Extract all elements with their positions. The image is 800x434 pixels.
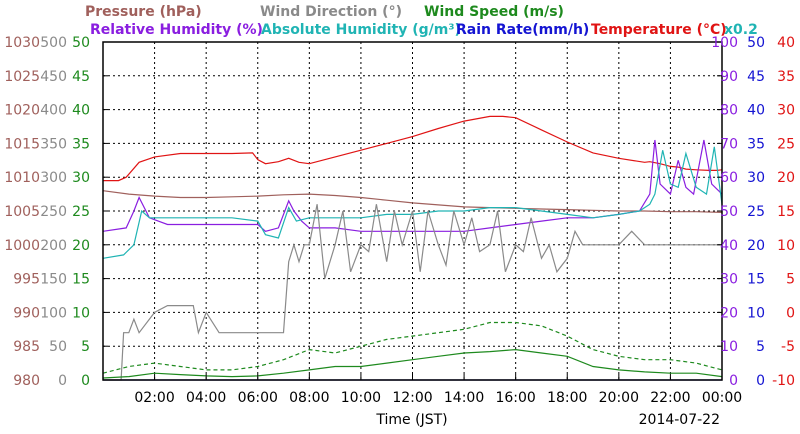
tick-wind_dir-6: 200 bbox=[40, 238, 67, 254]
tick-wind_dir-2: 400 bbox=[40, 103, 67, 119]
legend-line1-0: Pressure (hPa) bbox=[85, 4, 202, 20]
tick-temp-4: 20 bbox=[777, 170, 795, 186]
tick-rain-3: 35 bbox=[747, 136, 765, 152]
tick-temp-7: 5 bbox=[786, 272, 795, 288]
series-pressure bbox=[102, 190, 723, 213]
tick-pressure-8: 990 bbox=[13, 305, 40, 321]
tick-rain-4: 30 bbox=[747, 170, 765, 186]
tick-temp-0: 40 bbox=[777, 35, 795, 51]
tick-wind_dir-3: 350 bbox=[40, 136, 67, 152]
tick-temp-5: 15 bbox=[777, 204, 795, 220]
legend-line2-1: Absolute Humidity (g/m³) bbox=[261, 22, 461, 38]
tick-rain-0: 50 bbox=[747, 35, 765, 51]
xtick-label-10: 22:00 bbox=[650, 390, 690, 406]
series-rh bbox=[102, 139, 723, 232]
abs-humidity-multiplier: x0.2 bbox=[724, 22, 758, 38]
xtick-label-3: 08:00 bbox=[289, 390, 329, 406]
y-axes: 1030102510201015101010051000995990985980… bbox=[4, 35, 795, 389]
tick-rh-7: 30 bbox=[720, 272, 738, 288]
tick-wind_speed-1: 45 bbox=[72, 69, 90, 85]
tick-wind_speed-2: 40 bbox=[72, 103, 90, 119]
series-ah bbox=[102, 146, 723, 259]
tick-wind_speed-3: 35 bbox=[72, 136, 90, 152]
tick-temp-6: 10 bbox=[777, 238, 795, 254]
tick-temp-8: 0 bbox=[786, 305, 795, 321]
legend-line2-0: Relative Humidity (%) bbox=[90, 22, 263, 38]
tick-rh-8: 20 bbox=[720, 305, 738, 321]
tick-rh-10: 0 bbox=[729, 373, 738, 389]
tick-pressure-7: 995 bbox=[13, 272, 40, 288]
tick-rh-2: 80 bbox=[720, 103, 738, 119]
tick-wind_speed-6: 20 bbox=[72, 238, 90, 254]
tick-rh-4: 60 bbox=[720, 170, 738, 186]
tick-wind_dir-9: 50 bbox=[49, 339, 67, 355]
tick-wind_dir-0: 500 bbox=[40, 35, 67, 51]
x-axis-label: Time (JST) bbox=[375, 412, 447, 428]
tick-rh-6: 40 bbox=[720, 238, 738, 254]
tick-pressure-10: 980 bbox=[13, 373, 40, 389]
tick-rain-8: 10 bbox=[747, 305, 765, 321]
tick-pressure-2: 1020 bbox=[4, 103, 40, 119]
tick-wind_dir-7: 150 bbox=[40, 272, 67, 288]
tick-wind_speed-10: 0 bbox=[81, 373, 90, 389]
xtick-label-7: 16:00 bbox=[495, 390, 535, 406]
xtick-label-0: 02:00 bbox=[134, 390, 174, 406]
tick-rh-3: 70 bbox=[720, 136, 738, 152]
tick-temp-2: 30 bbox=[777, 103, 795, 119]
legend-line2-3: Temperature (°C) bbox=[591, 22, 727, 38]
tick-pressure-3: 1015 bbox=[4, 136, 40, 152]
tick-rh-9: 10 bbox=[720, 339, 738, 355]
chart-header: Pressure (hPa) Wind Direction (°) Wind Spe… bbox=[85, 4, 758, 38]
legend-line1-1: Wind Direction (°) bbox=[260, 4, 402, 20]
xtick-label-1: 04:00 bbox=[186, 390, 226, 406]
xtick-label-11: 00:00 bbox=[702, 390, 742, 406]
tick-wind_speed-5: 25 bbox=[72, 204, 90, 220]
xtick-label-4: 10:00 bbox=[341, 390, 381, 406]
series-temp bbox=[103, 115, 723, 182]
xtick-label-9: 20:00 bbox=[599, 390, 639, 406]
tick-temp-9: -5 bbox=[781, 339, 795, 355]
tick-rain-2: 40 bbox=[747, 103, 765, 119]
tick-temp-10: -10 bbox=[772, 373, 795, 389]
xtick-label-6: 14:00 bbox=[444, 390, 484, 406]
x-axis: 02:00 04:00 06:00 08:00 10:00 12:00 14:00 16:00… bbox=[134, 374, 742, 428]
tick-rain-5: 25 bbox=[747, 204, 765, 220]
tick-wind_dir-10: 0 bbox=[58, 373, 67, 389]
tick-wind_dir-1: 450 bbox=[40, 69, 67, 85]
tick-rh-0: 100 bbox=[711, 35, 738, 51]
tick-wind_speed-0: 50 bbox=[72, 35, 90, 51]
tick-rain-6: 20 bbox=[747, 238, 765, 254]
tick-wind_dir-4: 300 bbox=[40, 170, 67, 186]
tick-pressure-9: 985 bbox=[13, 339, 40, 355]
tick-wind_speed-8: 10 bbox=[72, 305, 90, 321]
tick-rain-10: 0 bbox=[756, 373, 765, 389]
legend-line2-2: Rain Rate(mm/h) bbox=[456, 22, 589, 38]
tick-wind_speed-7: 15 bbox=[72, 272, 90, 288]
tick-rh-5: 50 bbox=[720, 204, 738, 220]
xtick-label-2: 06:00 bbox=[238, 390, 278, 406]
series-wind_dir bbox=[103, 204, 722, 381]
xtick-label-5: 12:00 bbox=[392, 390, 432, 406]
tick-rain-7: 15 bbox=[747, 272, 765, 288]
tick-rain-9: 5 bbox=[756, 339, 765, 355]
tick-rh-1: 90 bbox=[720, 69, 738, 85]
tick-wind_speed-4: 30 bbox=[72, 170, 90, 186]
tick-rain-1: 45 bbox=[747, 69, 765, 85]
date-label: 2014-07-22 bbox=[639, 412, 720, 428]
tick-pressure-1: 1025 bbox=[4, 69, 40, 85]
tick-wind_dir-8: 100 bbox=[40, 305, 67, 321]
xtick-label-8: 18:00 bbox=[547, 390, 587, 406]
tick-temp-1: 35 bbox=[777, 69, 795, 85]
tick-pressure-4: 1010 bbox=[4, 170, 40, 186]
tick-wind_speed-9: 5 bbox=[81, 339, 90, 355]
tick-pressure-0: 1030 bbox=[4, 35, 40, 51]
tick-temp-3: 25 bbox=[777, 136, 795, 152]
tick-wind_dir-5: 250 bbox=[40, 204, 67, 220]
tick-pressure-6: 1000 bbox=[4, 238, 40, 254]
legend-line1-2: Wind Speed (m/s) bbox=[424, 4, 564, 20]
tick-pressure-5: 1005 bbox=[4, 204, 40, 220]
series-wind_max bbox=[102, 321, 723, 374]
